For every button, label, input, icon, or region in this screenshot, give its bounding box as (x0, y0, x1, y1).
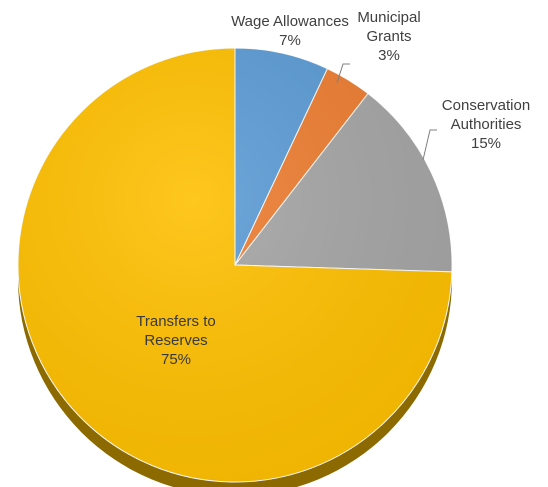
slice-label-conservation-authorities: Authorities (451, 116, 522, 133)
slice-label-wage-allowances: Wage Allowances (231, 13, 349, 30)
slice-value-transfers-to-reserves: 75% (161, 351, 191, 368)
slice-value-municipal-grants: 3% (378, 47, 400, 64)
pie-slices (18, 48, 452, 482)
slice-value-wage-allowances: 7% (279, 32, 301, 49)
slice-label-municipal-grants: Municipal (357, 9, 420, 26)
slice-label-transfers-to-reserves: Reserves (144, 332, 207, 349)
slice-value-conservation-authorities: 15% (471, 135, 501, 152)
slice-label-municipal-grants: Grants (366, 28, 411, 45)
slice-label-transfers-to-reserves: Transfers to (136, 313, 215, 330)
slice-label-conservation-authorities: Conservation (442, 97, 530, 114)
pie-shading (18, 48, 452, 482)
leader-line-conservation-authorities (423, 130, 437, 160)
